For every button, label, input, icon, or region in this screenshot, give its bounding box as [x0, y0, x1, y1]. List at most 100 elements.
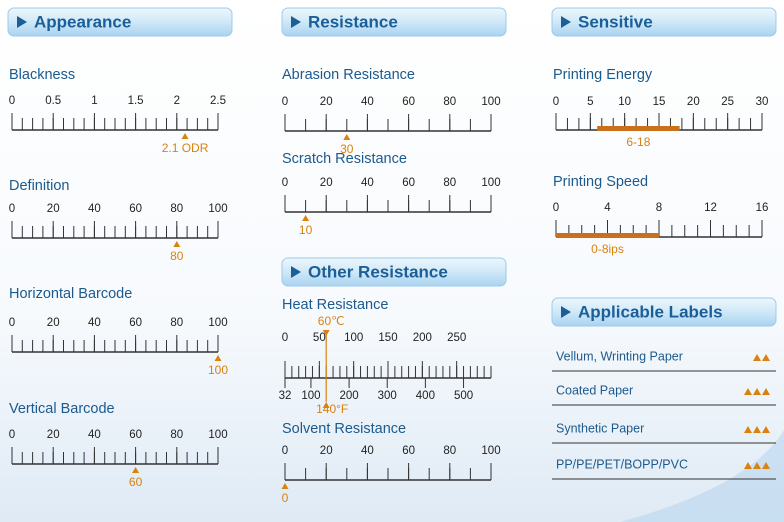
gauge-title: Printing Speed	[553, 174, 648, 190]
marker-label: 60℃	[318, 314, 345, 328]
range-label: 6-18	[626, 135, 650, 149]
marker	[343, 134, 351, 140]
tick-label: 100	[481, 96, 500, 108]
gauge-title: Blackness	[9, 67, 75, 83]
header-title: Sensitive	[578, 12, 653, 31]
tick-label: 2.5	[210, 95, 226, 107]
header-title: Resistance	[308, 12, 398, 31]
tick-label: 100	[481, 445, 500, 457]
marker	[322, 402, 330, 408]
tick-label: 20	[320, 177, 333, 189]
rating-triangle	[753, 354, 761, 361]
tick-label: 60	[129, 317, 142, 329]
range-bar	[597, 126, 680, 131]
gauge-title: Scratch Resistance	[282, 151, 407, 167]
gauge-title: Vertical Barcode	[9, 401, 115, 417]
tick-label: 2	[174, 95, 180, 107]
tick-label: 1.5	[128, 95, 144, 107]
tick-label: 0	[9, 429, 15, 441]
range-label: 0-8ips	[591, 242, 624, 256]
tick-label: 100	[208, 429, 227, 441]
marker	[132, 467, 140, 473]
tick-label: 25	[721, 96, 734, 108]
tick-label: 12	[704, 202, 717, 214]
tick-label: 20	[320, 96, 333, 108]
marker	[181, 133, 189, 139]
marker	[214, 355, 222, 361]
tick-label: 50	[313, 332, 326, 344]
gauge-title: Horizontal Barcode	[9, 286, 132, 302]
tick-label: 0	[282, 332, 288, 344]
tick-label: 0.5	[45, 95, 61, 107]
gauge-title: Heat Resistance	[282, 297, 388, 313]
tick-label: 80	[443, 96, 456, 108]
header-arrow	[291, 16, 301, 28]
section-header	[281, 7, 507, 37]
tick-label: 32	[279, 390, 292, 402]
gauge-title: Printing Energy	[553, 67, 653, 83]
tick-label: 10	[618, 96, 631, 108]
rating-triangle	[753, 388, 761, 395]
rating-triangle	[762, 354, 770, 361]
tick-label: 150	[378, 332, 397, 344]
tick-label: 0	[9, 317, 15, 329]
label-name: Synthetic Paper	[556, 421, 644, 435]
tick-label: 0	[9, 95, 15, 107]
marker	[302, 215, 310, 221]
marker-label: 30	[340, 142, 354, 156]
tick-label: 20	[47, 317, 60, 329]
marker-label: 140°F	[316, 402, 348, 416]
header-arrow	[17, 16, 27, 28]
label-name: Vellum, Wrinting Paper	[556, 349, 683, 363]
gauge-title: Definition	[9, 178, 69, 194]
header-title: Applicable Labels	[578, 302, 723, 321]
rating-triangle	[753, 426, 761, 433]
tick-label: 100	[481, 177, 500, 189]
header-arrow	[561, 306, 571, 318]
tick-label: 20	[320, 445, 333, 457]
tick-label: 40	[88, 429, 101, 441]
tick-label: 60	[402, 96, 415, 108]
tick-label: 40	[361, 445, 374, 457]
header-arrow	[561, 16, 571, 28]
tick-label: 15	[653, 96, 666, 108]
tick-label: 200	[339, 390, 358, 402]
tick-label: 0	[553, 96, 559, 108]
tick-label: 40	[361, 96, 374, 108]
range-bar	[556, 233, 659, 238]
tick-label: 60	[129, 429, 142, 441]
tick-label: 100	[208, 317, 227, 329]
tick-label: 8	[656, 202, 662, 214]
tick-label: 20	[47, 203, 60, 215]
marker-label: 10	[299, 223, 313, 237]
marker-label: 2.1 ODR	[162, 141, 209, 155]
marker-label: 80	[170, 249, 184, 263]
header-title: Appearance	[34, 12, 131, 31]
tick-label: 30	[756, 96, 769, 108]
label-name: Coated Paper	[556, 383, 633, 397]
tick-label: 0	[9, 203, 15, 215]
tick-label: 80	[443, 445, 456, 457]
tick-label: 80	[443, 177, 456, 189]
label-name: PP/PE/PET/BOPP/PVC	[556, 457, 688, 471]
tick-label: 0	[282, 445, 288, 457]
tick-label: 0	[282, 177, 288, 189]
tick-label: 80	[170, 429, 183, 441]
marker-label: 100	[208, 363, 228, 377]
section-header	[281, 257, 507, 287]
rating-triangle	[753, 462, 761, 469]
gauge-title: Abrasion Resistance	[282, 67, 415, 83]
header-arrow	[291, 266, 301, 278]
tick-label: 4	[604, 202, 611, 214]
tick-label: 1	[91, 95, 97, 107]
tick-label: 200	[413, 332, 432, 344]
gauge-title: Solvent Resistance	[282, 421, 406, 437]
tick-label: 500	[454, 390, 473, 402]
tick-label: 80	[170, 203, 183, 215]
marker	[322, 330, 330, 336]
tick-label: 20	[687, 96, 700, 108]
rating-triangle	[744, 426, 752, 433]
tick-label: 100	[344, 332, 363, 344]
